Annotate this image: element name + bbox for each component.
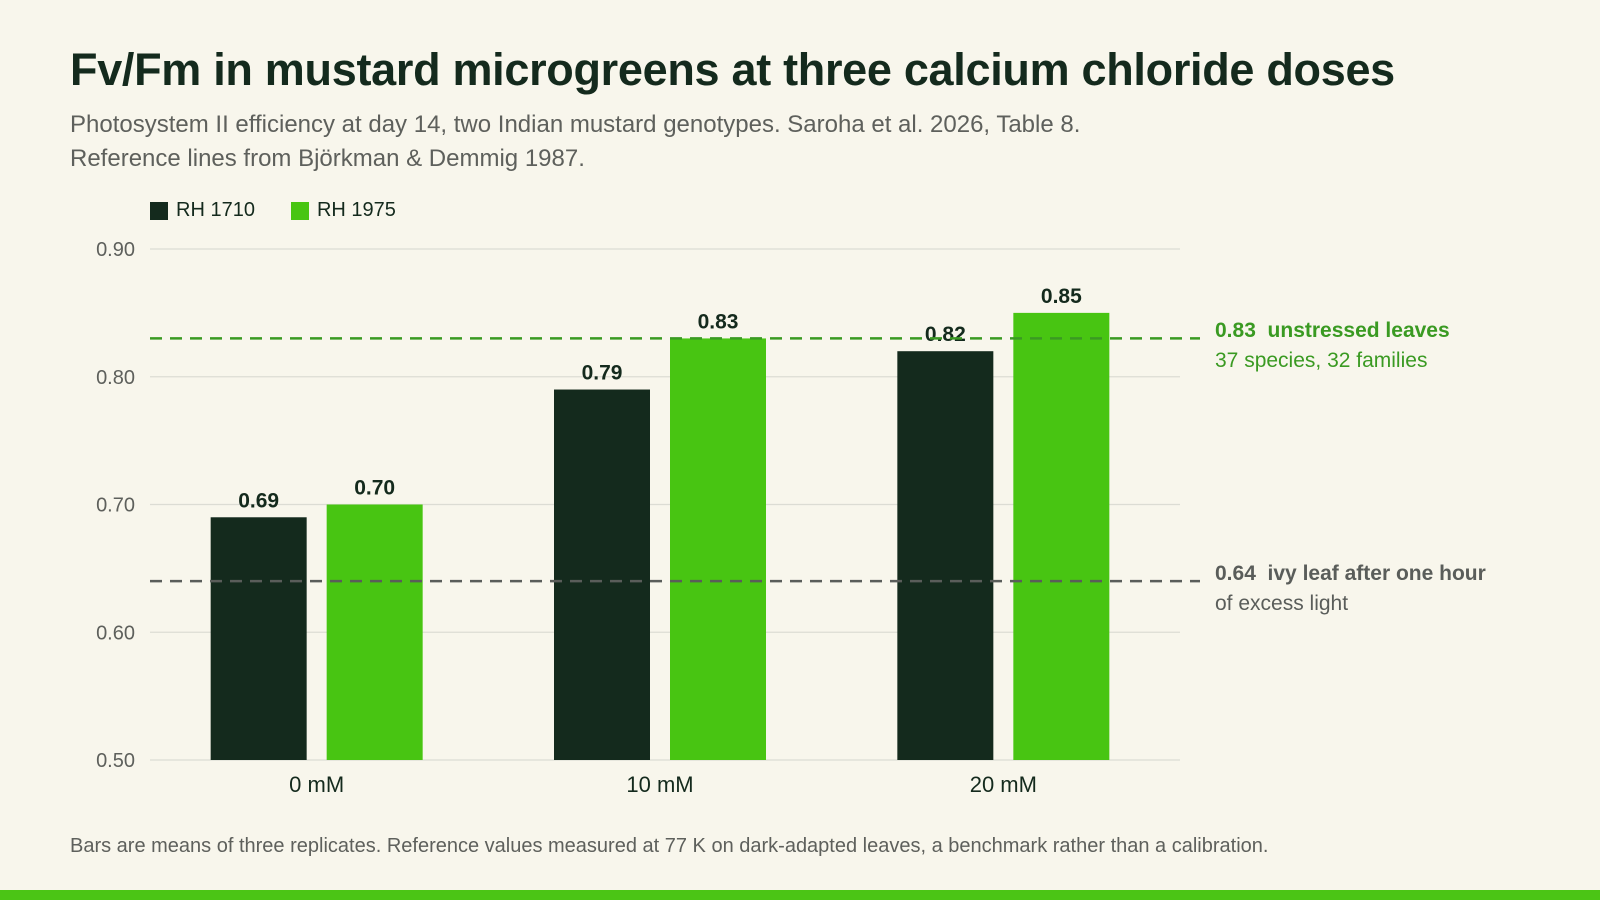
chart-legend: RH 1710 RH 1975: [150, 199, 396, 222]
x-tick-label: 20 mM: [970, 772, 1037, 797]
bar: [210, 517, 307, 760]
bar: [1013, 312, 1110, 760]
x-tick-label: 0 mM: [289, 772, 344, 797]
subtitle-line-2: Reference lines from Björkman & Demmig 1…: [70, 145, 585, 172]
ref-value-unstressed: 0.83: [1215, 319, 1256, 343]
y-tick-label: 0.90: [96, 239, 135, 261]
y-tick-label: 0.50: [96, 750, 135, 772]
data-label: 0.70: [354, 477, 395, 500]
ref-value-ivy: 0.64: [1215, 562, 1256, 586]
legend-label-rh1710: RH 1710: [176, 199, 255, 221]
y-tick-label: 0.80: [96, 367, 135, 389]
ref-detail-unstressed: 37 species, 32 families: [1215, 349, 1428, 373]
ref-name-unstressed: unstressed leaves: [1267, 319, 1450, 343]
y-tick-label: 0.70: [96, 495, 135, 517]
x-tick-label: 10 mM: [626, 772, 693, 797]
legend-label-rh1975: RH 1975: [316, 199, 396, 221]
legend-swatch-rh1710: [150, 201, 168, 220]
bar: [670, 338, 766, 760]
data-label: 0.82: [925, 323, 966, 346]
bottom-accent-bar: [0, 890, 1600, 900]
subtitle-line-1: Photosystem II efficiency at day 14, two…: [70, 111, 1081, 138]
legend-item-rh1710: RH 1710: [150, 199, 255, 222]
ref-label-ivy: 0.64 ivy leaf after one hour of excess l…: [1215, 559, 1486, 619]
bar: [326, 504, 423, 760]
bar: [554, 389, 650, 760]
y-tick-label: 0.60: [96, 622, 135, 644]
chart-title: Fv/Fm in mustard microgreens at three ca…: [70, 44, 1395, 95]
chart-footnote: Bars are means of three replicates. Refe…: [70, 835, 1269, 857]
data-label: 0.83: [698, 310, 739, 333]
bar: [897, 351, 994, 760]
data-label: 0.79: [582, 362, 623, 385]
data-label: 0.85: [1041, 285, 1082, 308]
data-label: 0.69: [238, 489, 279, 512]
legend-item-rh1975: RH 1975: [290, 199, 396, 222]
legend-swatch-rh1975: [290, 201, 309, 220]
ref-name-ivy: ivy leaf after one hour: [1267, 562, 1486, 586]
ref-detail-ivy: of excess light: [1215, 592, 1349, 616]
chart-subtitle: Photosystem II efficiency at day 14, two…: [70, 108, 1080, 176]
ref-label-unstressed: 0.83 unstressed leaves 37 species, 32 fa…: [1215, 316, 1450, 376]
